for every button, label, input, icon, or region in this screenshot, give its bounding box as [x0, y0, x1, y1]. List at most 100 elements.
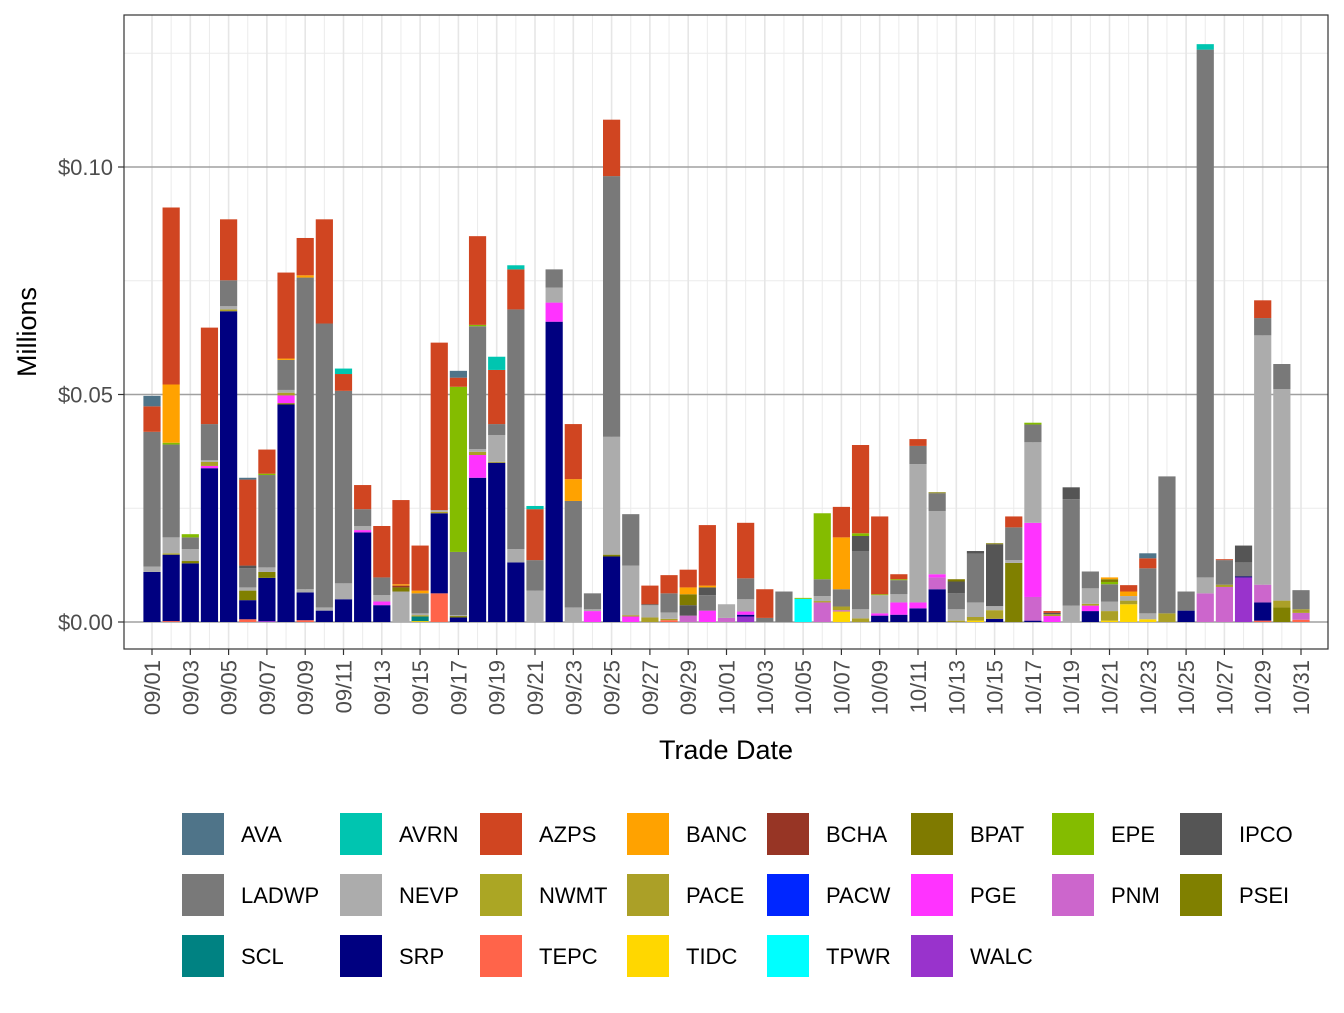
bar-segment-pnm-10-12 [928, 577, 946, 590]
bar-segment-pge-10-09 [871, 613, 889, 616]
bar-segment-nevp-10-01 [717, 604, 736, 618]
legend-item-epe: EPE [1052, 813, 1155, 855]
bar-segment-ladwp-10-14 [966, 553, 985, 603]
x-tick-label: 10/05 [791, 660, 816, 715]
bar-segment-banc-09-08 [277, 358, 295, 360]
bar-segment-srp-09-04 [200, 468, 219, 622]
bar-segment-ladwp-09-08 [277, 359, 295, 390]
bar-segment-epe-10-17 [1024, 422, 1042, 425]
bar-segment-ladwp-10-11 [909, 445, 927, 465]
bar-segment-pge-10-17 [1024, 522, 1042, 597]
bar-segment-nevp-09-27 [641, 605, 659, 618]
y-tick-label: $0.00 [58, 610, 113, 635]
bar-segment-ladwp-10-26 [1196, 49, 1214, 578]
bar-segment-ladwp-09-21 [526, 560, 544, 591]
bar-segment-nevp-09-03 [181, 549, 199, 562]
legend-swatch [340, 935, 382, 977]
bar-segment-ava-09-01 [143, 395, 161, 407]
bar-segment-ladwp-09-20 [507, 309, 525, 550]
bar-segment-azps-09-17 [449, 377, 467, 387]
bar-segment-srp-10-29 [1254, 602, 1272, 621]
bar-segment-srp-09-11 [334, 599, 353, 622]
bar-segment-ipco-09-06 [239, 565, 257, 569]
bar-segment-ipco-09-30 [698, 587, 716, 596]
bar-segment-ladwp-09-13 [373, 577, 391, 596]
bar-segment-ladwp-10-12 [928, 493, 946, 511]
bar-segment-azps-10-16 [1005, 516, 1023, 528]
legend-swatch [627, 935, 669, 977]
bar-segment-avrn-09-20 [507, 265, 525, 270]
bar-segment-ladwp-10-21 [1100, 584, 1119, 602]
bar-segment-pace-09-19 [488, 461, 506, 463]
bar-segment-ladwp-10-04 [775, 591, 793, 622]
bar-segment-azps-09-28 [660, 575, 678, 594]
bar-segment-azps-10-29 [1254, 300, 1272, 319]
bar-segment-nevp-09-19 [488, 434, 506, 462]
legend-item-pace: PACE [627, 874, 744, 916]
legend-swatch [480, 813, 522, 855]
bar-segment-psei-09-17 [449, 616, 467, 618]
bar-segment-ladwp-09-09 [296, 277, 314, 590]
bar-segment-ladwp-09-25 [603, 176, 621, 437]
bar-segment-pge-09-26 [622, 616, 640, 622]
x-tick-label: 09/13 [370, 660, 395, 715]
legend-label: PACE [686, 883, 744, 908]
x-tick-label: 09/03 [178, 660, 203, 715]
bar-segment-bpat-09-29 [679, 594, 697, 606]
x-tick-label: 09/23 [561, 660, 586, 715]
bar-segment-epe-10-05 [794, 597, 812, 599]
bar-segment-avrn-10-26 [1196, 44, 1214, 50]
legend-swatch [627, 874, 669, 916]
bar-segment-nevp-09-14 [392, 591, 410, 622]
bar-segment-azps-09-08 [277, 272, 295, 359]
bar-segment-ipco-10-19 [1062, 487, 1080, 500]
bar-segment-azps-09-06 [239, 479, 257, 566]
bar-segment-walc-10-02 [737, 616, 755, 622]
bar-segment-ladwp-09-15 [411, 593, 429, 614]
legend-label: PACW [826, 883, 891, 908]
legend-label: TEPC [539, 944, 598, 969]
x-tick-label: 09/11 [332, 660, 357, 713]
bar-segment-pge-09-22 [545, 302, 563, 322]
bar-segment-tidc-10-07 [832, 611, 850, 622]
x-tick-label: 09/21 [523, 660, 548, 715]
bar-segment-epe-09-17 [449, 386, 467, 552]
bar-segment-banc-09-09 [296, 275, 314, 278]
bar-segment-epe-10-10 [890, 579, 908, 581]
bar-segment-pace-09-28 [660, 618, 678, 621]
bar-segment-ipco-10-08 [851, 536, 870, 552]
bar-segment-ladwp-10-30 [1273, 364, 1291, 390]
legend-swatch [480, 874, 522, 916]
bar-segment-tepc-09-09 [296, 620, 314, 622]
bar-segment-bcha-09-14 [392, 585, 410, 588]
x-tick-label: 10/21 [1098, 660, 1123, 715]
bar-segment-srp-10-11 [909, 608, 927, 622]
bar-segment-ladwp-09-03 [181, 537, 199, 550]
bar-segment-ladwp-09-30 [698, 595, 716, 611]
bar-segment-srp-09-17 [449, 617, 467, 622]
bar-segment-azps-10-27 [1215, 559, 1233, 561]
bar-segment-ipco-10-28 [1234, 545, 1253, 563]
legend-label: BCHA [826, 822, 887, 847]
bar-segment-nevp-10-02 [737, 599, 755, 612]
bar-segment-azps-10-23 [1139, 558, 1157, 569]
legend-item-srp: SRP [340, 935, 444, 977]
bar-segment-azps-09-16 [430, 342, 448, 511]
x-tick-label: 09/29 [676, 660, 701, 715]
bar-segment-azps-09-04 [200, 327, 219, 425]
legend-item-pacw: PACW [767, 874, 891, 916]
bar-segment-pace-09-05 [220, 309, 238, 312]
bar-segment-ladwp-10-10 [890, 580, 908, 595]
legend-item-pge: PGE [911, 874, 1016, 916]
bar-segment-ladwp-09-26 [622, 514, 640, 566]
bar-segment-azps-09-02 [162, 207, 180, 385]
bar-segment-srp-09-05 [220, 311, 238, 622]
legend-label: TIDC [686, 944, 737, 969]
bar-segment-pge-09-24 [583, 611, 602, 622]
bar-segment-ladwp-10-19 [1062, 499, 1080, 606]
legend-item-bcha: BCHA [767, 813, 887, 855]
bar-segment-nevp-09-04 [200, 460, 219, 462]
legend-item-ladwp: LADWP [182, 874, 319, 916]
